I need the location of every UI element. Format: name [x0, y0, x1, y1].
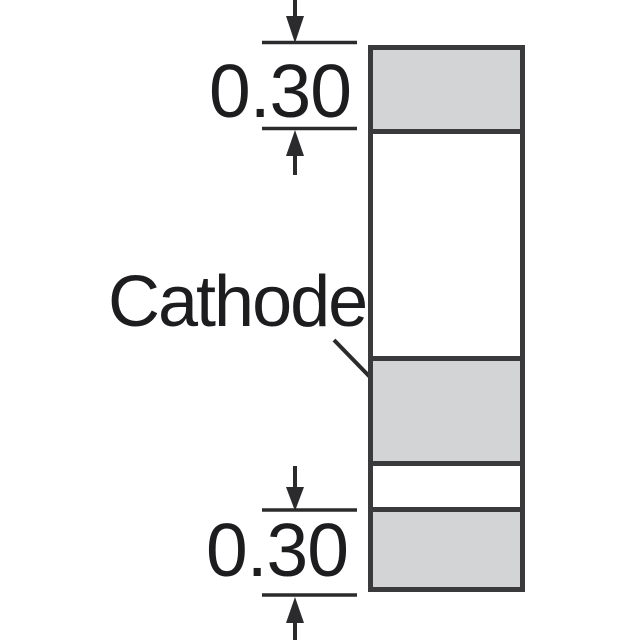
- separator-line: [373, 356, 520, 361]
- bottom-dim-up-arrow-icon: [286, 597, 304, 623]
- top-dim-down-arrow-icon: [286, 16, 304, 43]
- package-outline: [368, 45, 525, 592]
- top-dimension-value: 0.30: [209, 49, 352, 133]
- separator-line: [373, 461, 520, 466]
- separator-line: [373, 129, 520, 134]
- top-dim-up-arrow-icon: [286, 130, 304, 156]
- separator-line: [373, 507, 520, 512]
- bottom-dimension-value: 0.30: [206, 508, 349, 592]
- cathode-band-region: [373, 361, 520, 461]
- top-pad-region: [373, 50, 520, 129]
- cathode-label: Cathode: [108, 262, 368, 342]
- bottom-pad-region: [373, 512, 520, 587]
- body-region-upper: [373, 134, 520, 356]
- body-region-lower: [373, 466, 520, 507]
- bottom-dim-down-arrow-icon: [286, 487, 304, 511]
